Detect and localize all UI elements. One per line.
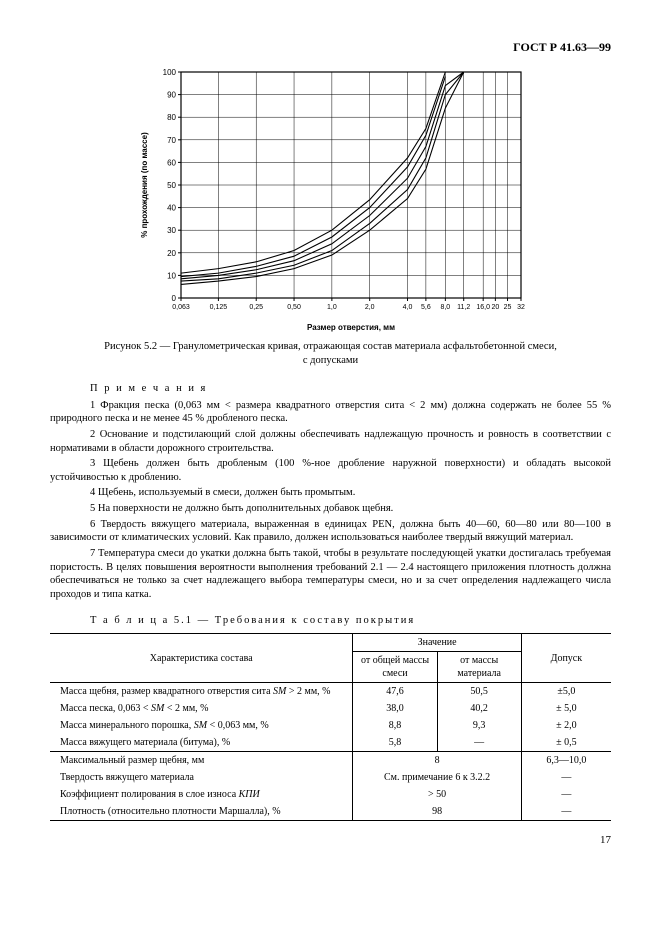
note-item-6: 6 Твердость вяжущего материала, выраженн… xyxy=(50,518,611,545)
svg-text:2,0: 2,0 xyxy=(364,304,374,311)
chart-container: 0 10 20 30 40 50 60 70 80 90 100 0,063 0,125 0,25 0,50… xyxy=(50,64,611,334)
granulometric-chart: 0 10 20 30 40 50 60 70 80 90 100 0,063 0,125 0,25 0,50… xyxy=(131,64,531,334)
table-row: Коэффициент полирования в слое износа КП… xyxy=(50,786,611,803)
composition-table: Характеристика составаЗначениеДопуск от о… xyxy=(50,633,611,821)
table-title: Т а б л и ц а 5.1 — Требования к составу… xyxy=(90,614,611,628)
page-number: 17 xyxy=(50,833,611,847)
note-item-7: 7 Температура смеси до укатки должна быт… xyxy=(50,547,611,602)
svg-text:80: 80 xyxy=(167,113,176,122)
notes-block: 1 Фракция песка (0,063 мм < размера квад… xyxy=(50,399,611,602)
svg-text:20: 20 xyxy=(491,304,499,311)
svg-text:10: 10 xyxy=(167,271,176,280)
note-item-5: 5 На поверхности не должно быть дополнит… xyxy=(50,502,611,516)
col-header-value: Значение xyxy=(353,634,521,652)
svg-text:% прохождения (по массе): % прохождения (по массе) xyxy=(140,132,149,238)
col-header-material-mass: от массы материала xyxy=(437,652,521,683)
svg-text:0,063: 0,063 xyxy=(172,304,190,311)
document-id: ГОСТ Р 41.63—99 xyxy=(50,40,611,56)
svg-text:5,6: 5,6 xyxy=(421,304,431,311)
svg-text:25: 25 xyxy=(503,304,511,311)
table-row: Максимальный размер щебня, мм86,3—10,0 xyxy=(50,752,611,770)
svg-text:70: 70 xyxy=(167,135,176,144)
svg-text:16,0: 16,0 xyxy=(476,304,490,311)
svg-text:20: 20 xyxy=(167,248,176,257)
note-item-2: 2 Основание и подстилающий слой должны о… xyxy=(50,428,611,455)
col-header-tolerance: Допуск xyxy=(521,634,611,683)
svg-text:0,125: 0,125 xyxy=(209,304,227,311)
figure-caption: Рисунок 5.2 — Гранулометрическая кривая,… xyxy=(50,340,611,368)
table-row: Масса вяжущего материала (битума), %5,8—… xyxy=(50,734,611,752)
table-row: Масса песка, 0,063 < SM < 2 мм, %38,040,… xyxy=(50,700,611,717)
svg-text:11,2: 11,2 xyxy=(457,304,470,311)
table-row: Твердость вяжущего материалаСм. примечан… xyxy=(50,769,611,786)
svg-text:50: 50 xyxy=(167,181,176,190)
svg-text:32: 32 xyxy=(517,304,525,311)
svg-text:40: 40 xyxy=(167,203,176,212)
svg-text:30: 30 xyxy=(167,226,176,235)
notes-heading: П р и м е ч а н и я xyxy=(90,382,611,396)
svg-text:0: 0 xyxy=(171,294,176,303)
svg-text:100: 100 xyxy=(162,68,176,77)
svg-text:60: 60 xyxy=(167,158,176,167)
caption-line-2: с допусками xyxy=(303,355,358,366)
caption-line-1: Рисунок 5.2 — Гранулометрическая кривая,… xyxy=(104,341,557,352)
svg-text:Размер отверстия, мм: Размер отверстия, мм xyxy=(306,323,394,332)
col-header-characteristic: Характеристика состава xyxy=(50,634,353,683)
note-item-1: 1 Фракция песка (0,063 мм < размера квад… xyxy=(50,399,611,426)
table-row: Масса минерального порошка, SM < 0,063 м… xyxy=(50,717,611,734)
table-row: Масса щебня, размер квадратного отверсти… xyxy=(50,683,611,701)
svg-text:8,0: 8,0 xyxy=(440,304,450,311)
svg-text:4,0: 4,0 xyxy=(402,304,412,311)
table-row: Плотность (относительно плотности Маршал… xyxy=(50,803,611,821)
note-item-3: 3 Щебень должен быть дробленым (100 %-но… xyxy=(50,457,611,484)
svg-text:90: 90 xyxy=(167,90,176,99)
note-item-4: 4 Щебень, используемый в смеси, должен б… xyxy=(50,486,611,500)
svg-text:0,50: 0,50 xyxy=(287,304,301,311)
svg-text:1,0: 1,0 xyxy=(327,304,337,311)
col-header-total-mass: от общей массы смеси xyxy=(353,652,437,683)
svg-text:0,25: 0,25 xyxy=(249,304,263,311)
